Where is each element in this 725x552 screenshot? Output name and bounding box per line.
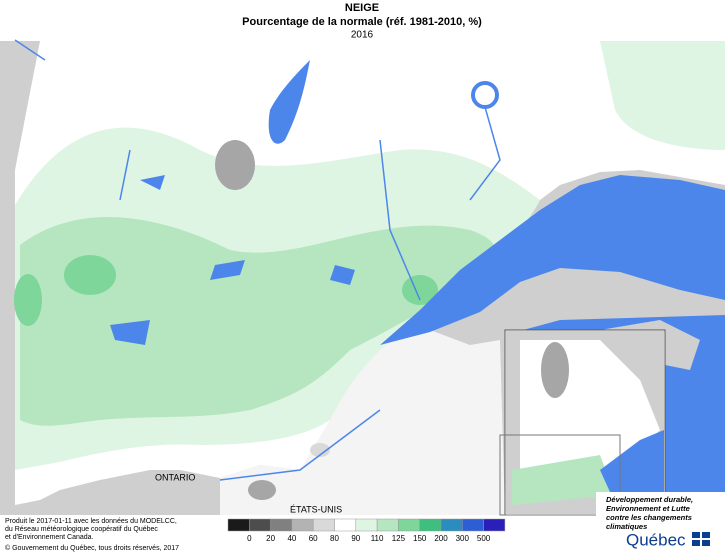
zone-125-150 bbox=[20, 217, 497, 426]
logo-line: Développement durable, bbox=[606, 495, 693, 504]
legend-break-label: 150 bbox=[413, 534, 427, 543]
logo-line: contre les changements bbox=[606, 513, 692, 522]
footer: Produit le 2017-01-11 avec les données d… bbox=[5, 518, 179, 552]
zone-60-80 bbox=[215, 140, 255, 190]
zone-northeast bbox=[600, 41, 725, 150]
logo-name: Québec bbox=[626, 530, 686, 549]
legend-swatch bbox=[355, 518, 378, 532]
legend-swatch bbox=[249, 518, 271, 532]
legend-break-label: 125 bbox=[392, 534, 406, 543]
logo-flag bbox=[692, 532, 710, 546]
credit-line: et d'Environnement Canada. bbox=[5, 534, 94, 541]
logo-line: climatiques bbox=[606, 522, 647, 531]
inset-map bbox=[499, 329, 666, 516]
legend-break-label: 110 bbox=[371, 534, 384, 543]
map-year: 2016 bbox=[351, 30, 374, 41]
rivers bbox=[14, 39, 501, 481]
region-label: ÉTATS-UNIS bbox=[290, 504, 342, 514]
legend-swatch bbox=[227, 518, 250, 532]
copyright: © Gouvernement du Québec, tous droits ré… bbox=[5, 544, 179, 552]
legend-swatch bbox=[376, 518, 399, 532]
credit-line: Produit le 2017-01-11 avec les données d… bbox=[5, 518, 177, 525]
legend-break-label: 500 bbox=[477, 534, 491, 543]
legend-swatch bbox=[270, 518, 293, 532]
map: ONTARIO ÉTATS-UNIS bbox=[0, 39, 725, 516]
inset-zone bbox=[512, 455, 615, 505]
legend-swatch bbox=[334, 518, 357, 532]
lake bbox=[268, 60, 310, 144]
zone-80-90 bbox=[310, 443, 330, 457]
region-label: ONTARIO bbox=[155, 472, 195, 482]
zone-150-200 bbox=[402, 275, 438, 305]
legend-swatch bbox=[419, 518, 442, 532]
legend-break-label: 0 bbox=[247, 534, 252, 543]
legend-break-label: 20 bbox=[266, 534, 275, 543]
zone-150-200 bbox=[64, 255, 116, 295]
legend-break-label: 200 bbox=[434, 534, 448, 543]
zone-60-80 bbox=[248, 480, 276, 500]
credit-line: du Réseau météorologique coopératif du Q… bbox=[5, 526, 158, 533]
zone-150-200 bbox=[14, 274, 42, 326]
legend-swatch bbox=[462, 518, 484, 532]
inset-zone bbox=[541, 342, 569, 398]
legend: 0 20 40 60 80 90 110 125 150 200 300 500 bbox=[227, 518, 506, 543]
map-title: NEIGE bbox=[345, 2, 379, 14]
legend-swatch bbox=[483, 518, 506, 532]
legend-swatch bbox=[440, 518, 463, 532]
inset-extent bbox=[499, 434, 621, 516]
legend-break-label: 300 bbox=[456, 534, 470, 543]
legend-swatch bbox=[398, 518, 420, 532]
lakes bbox=[110, 175, 355, 345]
legend-break-label: 90 bbox=[351, 534, 360, 543]
legend-swatch bbox=[312, 518, 335, 532]
logo: Développement durable, Environnement et … bbox=[596, 492, 725, 552]
legend-break-label: 40 bbox=[287, 534, 296, 543]
legend-swatch bbox=[291, 518, 314, 532]
st-lawrence-estuary bbox=[380, 175, 725, 345]
map-subtitle: Pourcentage de la normale (réf. 1981-201… bbox=[242, 16, 482, 28]
legend-break-label: 60 bbox=[309, 534, 318, 543]
legend-break-label: 80 bbox=[330, 534, 339, 543]
logo-line: Environnement et Lutte bbox=[606, 504, 690, 513]
